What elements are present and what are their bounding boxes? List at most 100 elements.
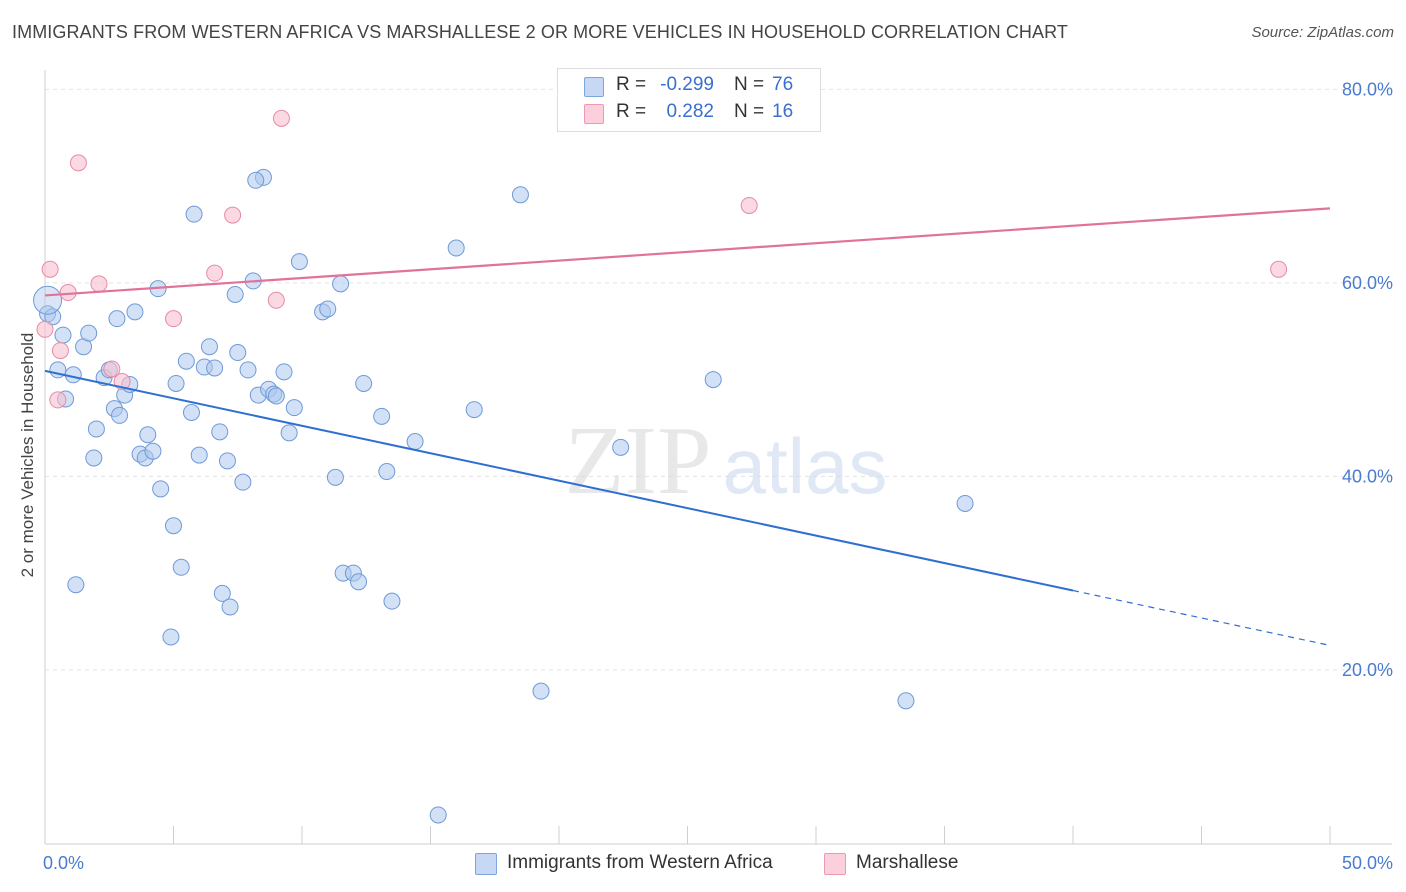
data-point	[383, 592, 401, 610]
grid-lines	[45, 88, 1392, 671]
data-point	[355, 374, 373, 392]
trend-line-western-africa	[44, 369, 1074, 592]
x-tick-label: 0.0%	[43, 853, 84, 873]
data-point	[103, 360, 121, 378]
data-point	[206, 264, 224, 282]
legend-swatch-blue	[475, 853, 497, 875]
data-point	[267, 387, 285, 405]
legend-label: Marshallese	[856, 852, 959, 873]
data-point	[108, 310, 126, 328]
data-point	[162, 628, 180, 646]
data-point	[406, 433, 424, 451]
legend-swatch-blue	[584, 77, 604, 97]
data-point	[182, 403, 200, 421]
data-point	[221, 598, 239, 616]
source-label: Source: ZipAtlas.com	[1251, 24, 1394, 41]
data-point	[956, 494, 974, 512]
data-point	[177, 352, 195, 370]
legend-r-value: 0.282	[666, 101, 714, 122]
chart-title: IMMIGRANTS FROM WESTERN AFRICA VS MARSHA…	[12, 22, 1068, 42]
data-point	[465, 401, 483, 419]
data-point	[36, 320, 54, 338]
data-point	[85, 449, 103, 467]
x-tick-label: 50.0%	[1342, 853, 1393, 873]
data-point	[126, 303, 144, 321]
data-point	[290, 253, 308, 271]
legend-r-value: -0.299	[660, 74, 714, 95]
correlation-legend: R = -0.299 N = 76 R = 0.282 N = 16	[557, 68, 821, 132]
data-point	[33, 285, 63, 315]
data-point	[239, 361, 257, 379]
series-legend: Immigrants from Western Africa Marshalle…	[0, 852, 1406, 878]
data-point	[211, 423, 229, 441]
data-point	[44, 308, 62, 326]
data-point	[67, 576, 85, 594]
watermark: ZIP atlas	[565, 407, 888, 515]
series-immigrants-from-western-africa	[33, 168, 974, 824]
data-point	[152, 480, 170, 498]
data-point	[234, 473, 252, 491]
data-point	[285, 399, 303, 417]
legend-swatch-pink	[824, 853, 846, 875]
series-marshallese	[36, 109, 1288, 409]
legend-n-label: N =	[734, 101, 765, 122]
data-point	[532, 682, 550, 700]
data-point	[167, 374, 185, 392]
data-point	[332, 275, 350, 293]
trend-line-extension	[1072, 589, 1331, 647]
data-point	[90, 275, 108, 293]
legend-n-label: N =	[734, 74, 765, 95]
data-point	[226, 285, 244, 303]
data-point	[612, 438, 630, 456]
axes	[44, 70, 1392, 845]
data-point	[224, 206, 242, 224]
data-point	[378, 463, 396, 481]
data-point	[267, 291, 285, 309]
data-point	[87, 420, 105, 438]
data-point	[247, 171, 265, 189]
legend-n-value: 16	[772, 101, 794, 122]
data-point	[172, 558, 190, 576]
data-point	[272, 109, 290, 127]
data-point	[190, 446, 208, 464]
data-point	[373, 407, 391, 425]
data-point	[319, 300, 337, 318]
data-point	[213, 584, 231, 602]
data-point	[41, 260, 59, 278]
y-tick-label: 80.0%	[1342, 79, 1393, 99]
trend-line-marshallese	[44, 207, 1331, 297]
y-tick-labels: 20.0% 40.0% 60.0% 80.0%	[1342, 79, 1393, 680]
legend-r-label: R =	[616, 74, 647, 95]
data-point	[111, 406, 129, 424]
data-point	[165, 517, 182, 535]
data-point	[54, 326, 72, 344]
data-point	[200, 338, 218, 356]
watermark-zip: ZIP	[565, 407, 712, 515]
data-point	[139, 426, 157, 444]
watermark-atlas: atlas	[723, 422, 888, 510]
y-tick-label: 60.0%	[1342, 273, 1393, 293]
legend-swatch-pink	[584, 104, 604, 124]
trend-lines	[44, 207, 1331, 647]
data-point	[740, 196, 758, 214]
data-point	[144, 442, 162, 460]
x-tick-labels: 0.0% 50.0%	[43, 853, 1393, 873]
data-point	[280, 424, 298, 442]
data-point	[429, 806, 447, 824]
data-point	[511, 186, 529, 204]
data-point	[206, 359, 224, 377]
data-point	[69, 154, 87, 172]
data-point	[1270, 260, 1288, 278]
data-point	[218, 452, 236, 470]
data-point	[229, 344, 247, 362]
data-point	[51, 342, 69, 360]
y-tick-label: 40.0%	[1342, 466, 1393, 486]
data-point	[49, 391, 67, 409]
data-point	[185, 205, 203, 223]
data-point	[704, 371, 722, 389]
data-point	[326, 468, 344, 486]
data-point	[165, 310, 182, 328]
data-point	[447, 239, 465, 257]
y-tick-label: 20.0%	[1342, 660, 1393, 680]
